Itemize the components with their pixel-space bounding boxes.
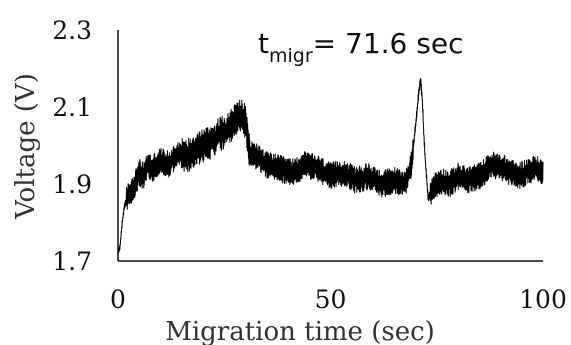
x-tick-label: 100 bbox=[519, 285, 567, 314]
y-axis-title: Voltage (V) bbox=[11, 73, 41, 220]
x-axis-title: Migration time (sec) bbox=[165, 317, 435, 345]
annotation-subscript: migr bbox=[269, 45, 313, 67]
migration-time-annotation: tmigr= 71.6 sec bbox=[258, 27, 463, 67]
y-tick-label: 2.3 bbox=[52, 16, 92, 45]
annotation-main: t bbox=[258, 27, 269, 60]
plot-area bbox=[117, 78, 544, 255]
y-tick-label: 2.1 bbox=[52, 93, 92, 122]
x-tick-labels: 0 50 100 bbox=[110, 285, 567, 314]
y-tick-label: 1.9 bbox=[52, 170, 92, 199]
y-tick-labels: 1.7 1.9 2.1 2.3 bbox=[52, 16, 92, 276]
annotation-value: = 71.6 sec bbox=[313, 27, 464, 60]
series-line bbox=[117, 78, 544, 255]
y-tick-label: 1.7 bbox=[52, 247, 92, 276]
x-tick-label: 0 bbox=[110, 285, 126, 314]
x-tick-label: 50 bbox=[315, 285, 347, 314]
